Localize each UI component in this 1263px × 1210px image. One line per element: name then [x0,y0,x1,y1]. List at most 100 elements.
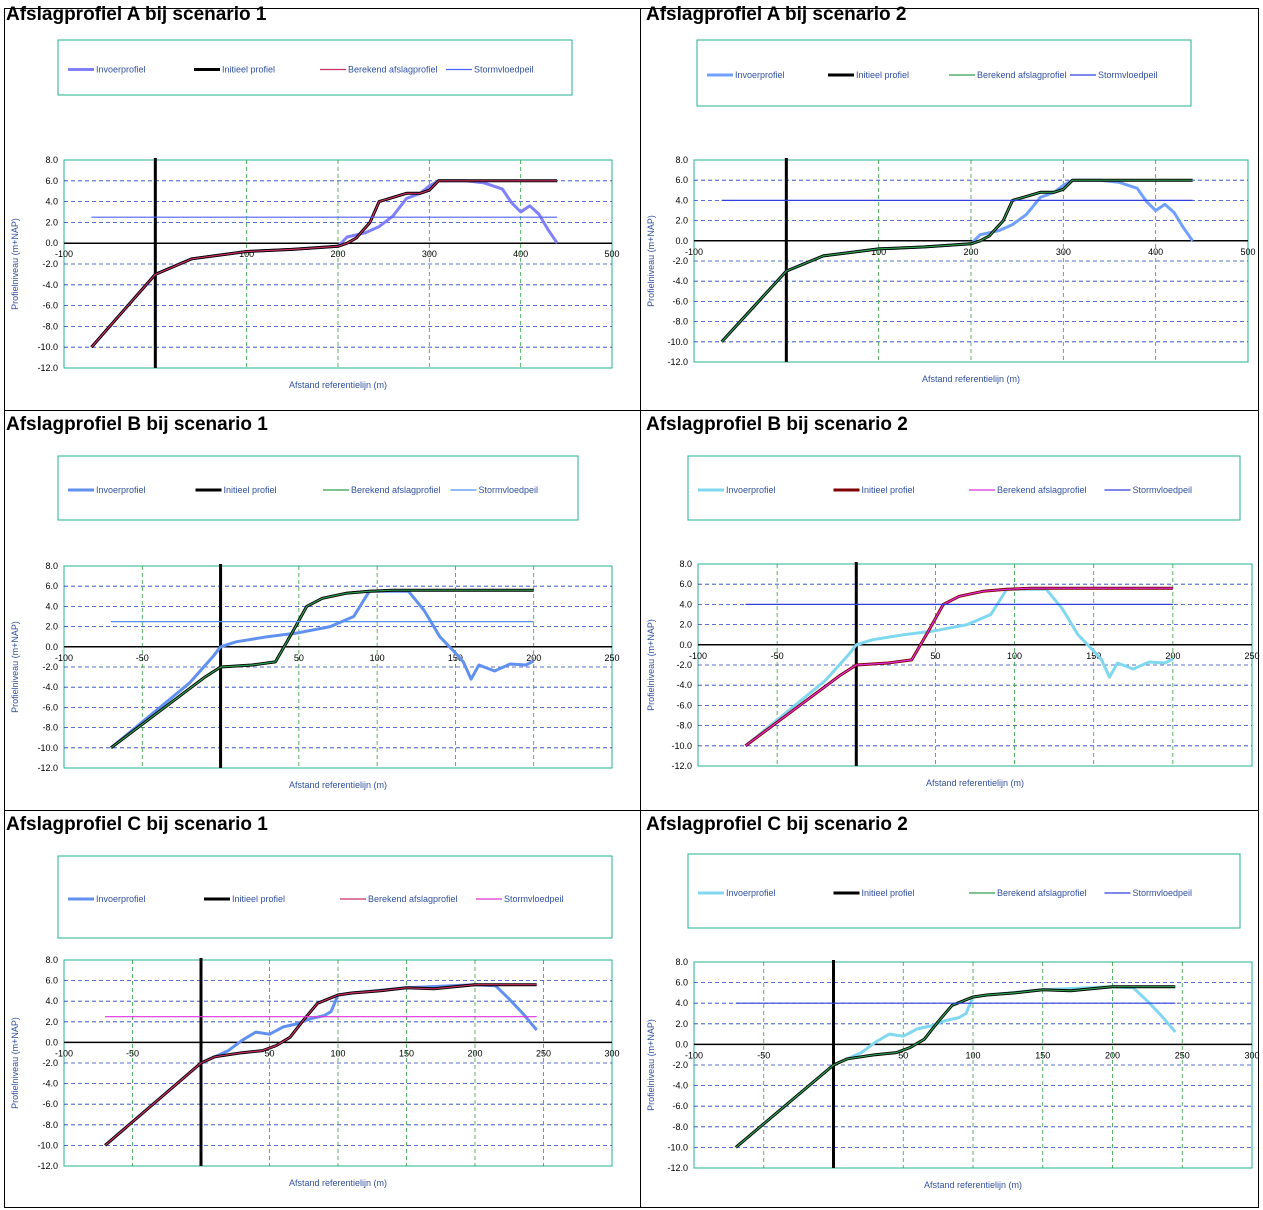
y-tick-label: -6.0 [42,702,58,712]
series-line-1 [734,985,1177,1149]
y-tick-label: 6.0 [45,581,58,591]
x-tick-label: 400 [1148,247,1163,257]
x-tick-label: 200 [1105,1050,1120,1060]
legend-box [687,455,1241,521]
y-tick-label: -12.0 [667,357,688,367]
x-tick-label: 250 [604,653,619,663]
y-tick-label: 2.0 [679,620,692,630]
series-line-2 [744,586,1173,748]
legend-label: Stormvloedpeil [1098,70,1158,80]
y-tick-label: -4.0 [42,1079,58,1089]
legend-label: Invoerprofiel [726,888,776,898]
legend-label: Invoerprofiel [96,894,146,904]
x-tick-label: 50 [898,1050,908,1060]
y-tick-label: 6.0 [45,176,58,186]
y-tick-label: -12.0 [37,363,58,373]
series-line-1 [110,589,535,749]
x-axis-label: Afstand referentielijn (m) [926,778,1024,788]
x-tick-label: -100 [689,651,707,661]
x-tick-label: -100 [55,249,73,259]
x-tick-label: 400 [513,249,528,259]
y-axis-label: Profielniveau (m+NAP) [646,619,656,711]
y-tick-label: -8.0 [42,1120,58,1130]
legend-label: Berekend afslagprofiel [997,485,1087,495]
x-tick-label: 500 [1240,247,1255,257]
legend-box [696,39,1192,107]
table-border [4,8,5,1208]
x-tick-label: 250 [1175,1050,1190,1060]
legend-label: Berekend afslagprofiel [348,65,438,75]
x-tick-label: 50 [264,1048,274,1058]
chart-svg: Invoerprofiel Initieel profiel Berekend af… [646,853,1260,1190]
y-tick-label: 2.0 [45,217,58,227]
y-tick-label: 0.0 [45,238,58,248]
y-tick-label: 6.0 [675,978,688,988]
x-tick-label: 100 [871,247,886,257]
x-tick-label: 100 [370,653,385,663]
legend-box [687,853,1241,929]
legend-label: Stormvloedpeil [479,485,539,495]
y-tick-label: 6.0 [45,976,58,986]
x-axis-label: Afstand referentielijn (m) [289,1178,387,1188]
x-tick-label: -100 [685,247,703,257]
chart-cell-a1: Invoerprofiel Initieel profiel Berekend af… [0,0,640,410]
y-tick-label: 2.0 [675,216,688,226]
legend-box [57,855,613,939]
x-tick-label: -50 [757,1050,770,1060]
y-tick-label: -2.0 [42,1058,58,1068]
x-tick-label: -50 [126,1048,139,1058]
x-tick-label: 150 [399,1048,414,1058]
legend-label: Stormvloedpeil [1133,485,1193,495]
x-tick-label: -100 [55,1048,73,1058]
y-tick-label: 8.0 [675,155,688,165]
x-tick-label: 300 [422,249,437,259]
legend-box [57,455,579,521]
y-tick-label: -4.0 [42,280,58,290]
y-tick-label: 0.0 [679,640,692,650]
legend-label: Initieel profiel [224,485,277,495]
y-tick-label: 0.0 [675,236,688,246]
y-tick-label: 2.0 [45,622,58,632]
legend-label: Invoerprofiel [96,65,146,75]
legend-label: Berekend afslagprofiel [368,894,458,904]
y-tick-label: -10.0 [667,337,688,347]
y-tick-label: -8.0 [672,1122,688,1132]
x-tick-label: 250 [536,1048,551,1058]
y-tick-label: 8.0 [45,955,58,965]
table-border [4,8,1258,9]
y-tick-label: 4.0 [45,996,58,1006]
y-tick-label: -2.0 [42,259,58,269]
y-tick-label: 8.0 [45,155,58,165]
x-tick-label: 200 [467,1048,482,1058]
table-border [4,410,1258,411]
legend-label: Initieel profiel [222,65,275,75]
y-tick-label: 2.0 [45,1017,58,1027]
legend-label: Stormvloedpeil [474,65,534,75]
y-tick-label: 4.0 [679,599,692,609]
y-tick-label: 0.0 [45,1037,58,1047]
x-tick-label: 200 [330,249,345,259]
legend-label: Invoerprofiel [735,70,785,80]
chart-cell-c1: Invoerprofiel Initieel profiel Berekend af… [0,810,640,1210]
y-tick-label: -2.0 [42,662,58,672]
chart-title: Afslagprofiel C bij scenario 2 [646,814,908,835]
x-tick-label: 200 [963,247,978,257]
y-tick-label: -4.0 [672,1081,688,1091]
y-tick-label: 0.0 [675,1039,688,1049]
x-tick-label: 100 [965,1050,980,1060]
chart-cell-b2: Invoerprofiel Initieel profiel Berekend af… [640,410,1263,810]
y-tick-label: 8.0 [45,561,58,571]
y-tick-label: -2.0 [672,256,688,266]
chart-title: Afslagprofiel A bij scenario 2 [646,4,907,25]
x-tick-label: 300 [1244,1050,1259,1060]
y-tick-label: -12.0 [37,1161,58,1171]
y-axis-label: Profielniveau (m+NAP) [646,215,656,307]
y-tick-label: 4.0 [45,197,58,207]
legend-label: Initieel profiel [232,894,285,904]
chart-title: Afslagprofiel B bij scenario 2 [646,414,908,435]
y-tick-label: -6.0 [672,296,688,306]
table-border [640,8,641,1208]
chart-svg: Invoerprofiel Initieel profiel Berekend af… [646,455,1260,788]
legend-label: Initieel profiel [862,485,915,495]
